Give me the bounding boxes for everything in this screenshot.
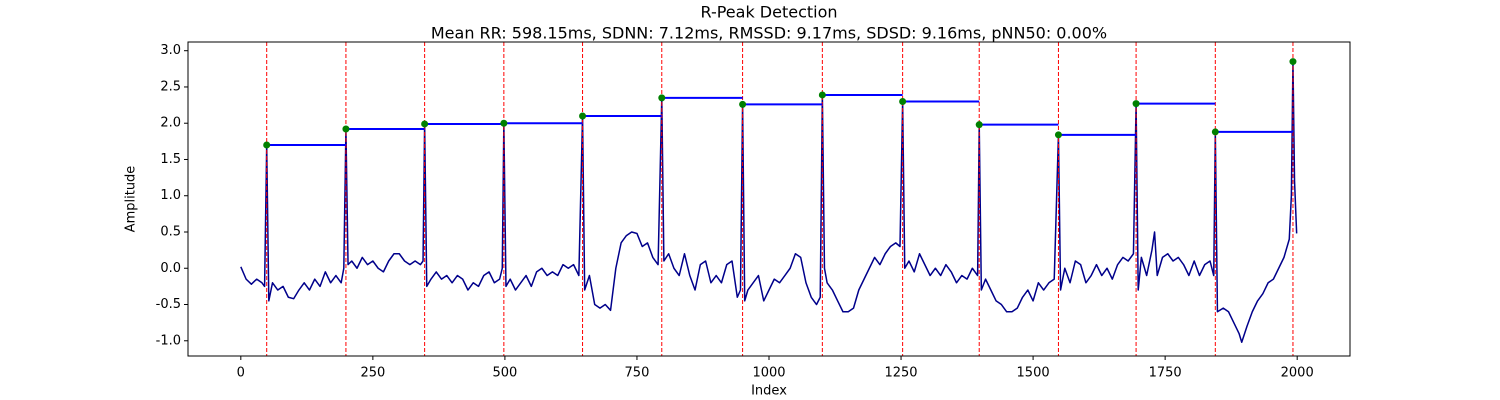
x-tick-label: 1750 — [1149, 366, 1182, 381]
y-tick-label: 1.0 — [160, 188, 181, 203]
y-tick-label: 0.0 — [160, 261, 181, 276]
x-tick-label: 250 — [360, 366, 385, 381]
x-tick-label: 1250 — [884, 366, 917, 381]
peak-point — [1132, 100, 1140, 108]
y-axis-label: Amplitude — [124, 166, 139, 233]
peak-point — [500, 119, 508, 127]
peak-point — [1289, 58, 1297, 66]
peak-point — [421, 120, 429, 128]
x-tick-label: 2000 — [1281, 366, 1314, 381]
x-tick-label: 1000 — [752, 366, 785, 381]
x-tick-label: 0 — [237, 366, 245, 381]
peak-point — [263, 141, 271, 149]
y-tick-label: 2.5 — [160, 79, 181, 94]
y-tick-label: 0.5 — [160, 224, 181, 239]
plot-frame — [187, 41, 1351, 357]
x-axis-label: Index — [751, 384, 787, 399]
peak-point — [899, 97, 907, 105]
y-tick-label: 1.5 — [160, 152, 181, 167]
x-tick-label: 1500 — [1017, 366, 1050, 381]
y-tick-label: -0.5 — [156, 297, 181, 312]
peak-point — [818, 91, 826, 99]
peak-point — [739, 100, 747, 108]
peak-point — [1211, 128, 1219, 136]
chart-title: R-Peak Detection — [700, 3, 837, 22]
x-tick-label: 500 — [492, 366, 517, 381]
peak-point — [658, 94, 666, 102]
y-tick-label: 2.0 — [160, 116, 181, 131]
peak-point — [579, 112, 587, 120]
chart-subtitle: Mean RR: 598.15ms, SDNN: 7.12ms, RMSSD: … — [431, 24, 1107, 43]
y-tick-label: -1.0 — [156, 333, 181, 348]
peak-point — [975, 121, 983, 129]
peak-point — [342, 125, 350, 133]
x-tick-label: 750 — [625, 366, 650, 381]
peak-point — [1054, 131, 1062, 139]
y-tick-label: 3.0 — [160, 43, 181, 58]
signal-line — [240, 60, 1298, 343]
